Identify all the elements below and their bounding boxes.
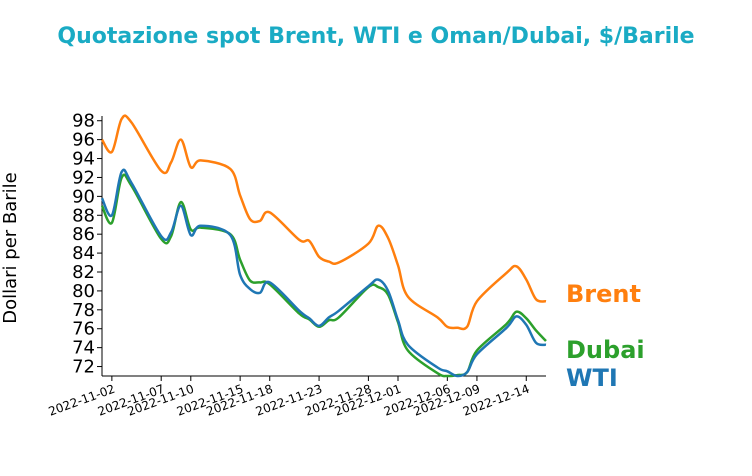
series-label-wti: WTI [566,364,618,392]
y-tick-label: 98 [72,111,95,132]
y-tick-label: 72 [72,357,95,378]
series-line-brent [100,114,547,331]
y-tick-label: 84 [72,243,95,264]
series-label-dubai: Dubai [566,336,645,364]
y-axis-label: Dollari per Barile [0,172,21,324]
y-tick-label: 82 [72,262,95,283]
series-line-dubai [100,173,547,378]
y-tick-label: 78 [72,300,95,321]
series-label-brent: Brent [566,280,641,308]
y-tick-label: 80 [72,281,95,302]
y-tick-label: 96 [72,130,95,151]
y-tick-label: 88 [72,205,95,226]
y-tick-label: 86 [72,224,95,245]
y-tick-label: 74 [72,338,95,359]
series-line-wti [100,168,547,378]
y-tick-label: 76 [72,319,95,340]
y-tick-label: 94 [72,149,95,170]
plot-area: 72747678808284868890929496982022-11-0220… [47,111,645,419]
chart-title: Quotazione spot Brent, WTI e Oman/Dubai,… [57,24,695,49]
y-tick-label: 92 [72,167,95,188]
y-tick-label: 90 [72,186,95,207]
